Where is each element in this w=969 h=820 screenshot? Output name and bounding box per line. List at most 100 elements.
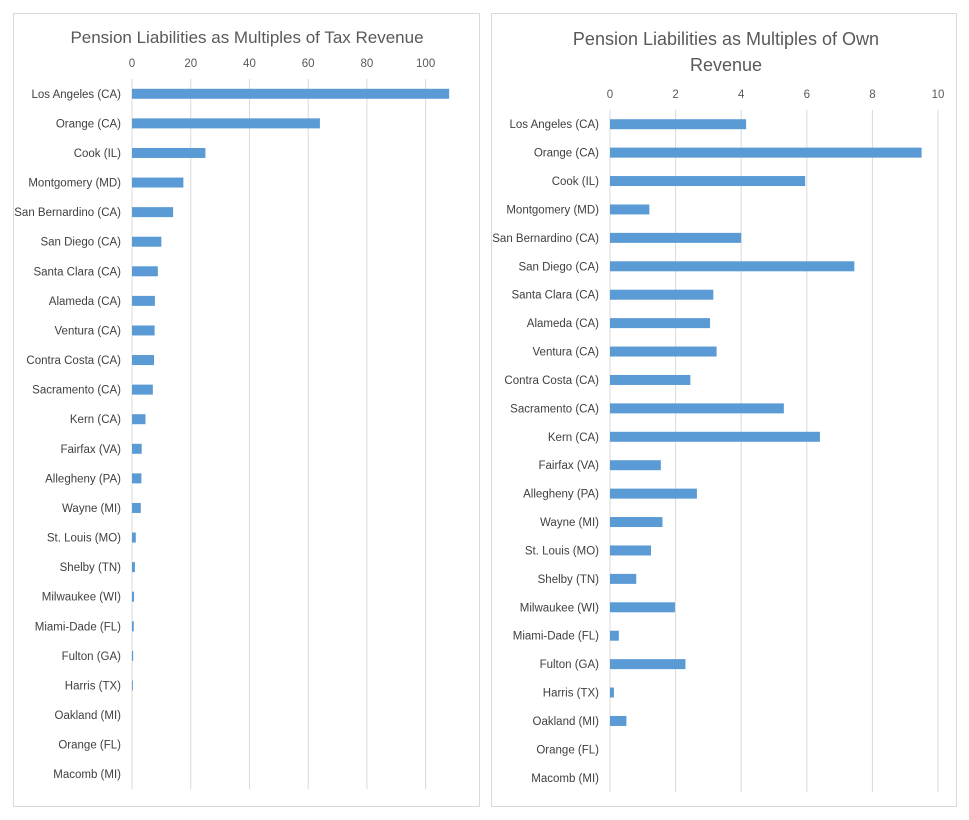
bar xyxy=(610,176,806,187)
category-label: Montgomery (MD) xyxy=(28,178,121,190)
bar xyxy=(132,414,146,425)
bar xyxy=(132,502,141,513)
bar xyxy=(132,680,133,691)
bar xyxy=(610,204,650,215)
category-label: Fulton (GA) xyxy=(540,659,600,671)
x-tick-label: 10 xyxy=(932,89,945,101)
x-tick-label: 8 xyxy=(869,89,875,101)
category-label: Milwaukee (WI) xyxy=(42,592,121,604)
bar xyxy=(132,325,155,336)
category-label: Harris (TX) xyxy=(543,688,599,700)
bar xyxy=(610,659,686,670)
category-label: Contra Costa (CA) xyxy=(504,375,599,387)
bar xyxy=(610,602,675,613)
bar xyxy=(610,630,619,641)
category-label: San Diego (CA) xyxy=(518,261,599,273)
category-label: Orange (CA) xyxy=(534,148,599,160)
category-label: Montgomery (MD) xyxy=(506,204,599,216)
bar xyxy=(132,295,155,306)
bar xyxy=(132,443,142,454)
bar xyxy=(610,460,661,471)
category-label: Alameda (CA) xyxy=(49,296,121,308)
bar xyxy=(132,88,450,99)
category-label: Contra Costa (CA) xyxy=(26,355,121,367)
category-label: Allegheny (PA) xyxy=(523,489,599,501)
bar xyxy=(610,232,742,243)
bar xyxy=(610,403,784,414)
category-label: Cook (IL) xyxy=(74,148,121,160)
chart-panel-tax-revenue: Pension Liabilities as Multiples of Tax … xyxy=(13,13,480,807)
bar xyxy=(132,355,155,366)
category-label: Santa Clara (CA) xyxy=(511,290,599,302)
category-label: Harris (TX) xyxy=(65,680,121,692)
category-label: Kern (CA) xyxy=(548,432,599,444)
category-label: Ventura (CA) xyxy=(533,347,600,359)
bar xyxy=(610,374,691,385)
bar xyxy=(132,473,142,484)
bar xyxy=(132,118,320,129)
category-label: Miami-Dade (FL) xyxy=(35,621,121,633)
bar xyxy=(132,650,134,661)
category-label: St. Louis (MO) xyxy=(525,545,599,557)
bar xyxy=(610,289,714,300)
bar xyxy=(610,573,637,584)
bar xyxy=(132,207,174,218)
category-label: Cook (IL) xyxy=(552,176,599,188)
bar xyxy=(132,562,135,573)
bar xyxy=(610,318,711,329)
category-label: Orange (FL) xyxy=(58,740,121,752)
x-tick-label: 40 xyxy=(243,58,256,70)
category-label: Wayne (MI) xyxy=(62,503,121,515)
category-label: Orange (FL) xyxy=(536,744,599,756)
chart-title: Pension Liabilities as Multiples of Tax … xyxy=(70,28,423,47)
category-label: Shelby (TN) xyxy=(60,562,122,574)
category-label: Allegheny (PA) xyxy=(45,473,121,485)
category-label: Miami-Dade (FL) xyxy=(513,631,599,643)
category-label: Oakland (MI) xyxy=(533,716,600,728)
category-label: Sacramento (CA) xyxy=(510,403,599,415)
bar xyxy=(610,488,697,499)
category-label: Los Angeles (CA) xyxy=(510,119,600,131)
bar xyxy=(132,236,162,247)
x-tick-label: 100 xyxy=(416,58,435,70)
bar xyxy=(132,591,135,602)
x-tick-label: 4 xyxy=(738,89,745,101)
bar xyxy=(132,147,206,158)
bar xyxy=(610,517,663,528)
category-label: Milwaukee (WI) xyxy=(520,602,599,614)
bar xyxy=(610,715,627,726)
category-label: St. Louis (MO) xyxy=(47,533,121,545)
x-tick-label: 80 xyxy=(361,58,374,70)
bar xyxy=(610,147,922,158)
bar xyxy=(132,384,153,395)
category-label: Sacramento (CA) xyxy=(32,385,121,397)
x-tick-label: 0 xyxy=(129,58,135,70)
category-label: San Bernardino (CA) xyxy=(492,233,599,245)
category-label: Santa Clara (CA) xyxy=(33,266,121,278)
bar xyxy=(132,621,134,632)
x-tick-label: 2 xyxy=(672,89,678,101)
category-label: Macomb (MI) xyxy=(531,773,599,785)
chart-panel-own-revenue: Pension Liabilities as Multiples of Own R… xyxy=(491,13,957,807)
bar xyxy=(610,261,855,272)
category-label: Alameda (CA) xyxy=(527,318,599,330)
category-label: Los Angeles (CA) xyxy=(32,89,122,101)
chart-tax-revenue: Pension Liabilities as Multiples of Tax … xyxy=(14,28,450,789)
category-label: Fulton (GA) xyxy=(62,651,122,663)
category-label: Kern (CA) xyxy=(70,414,121,426)
category-label: Oakland (MI) xyxy=(55,710,122,722)
chart-title: Pension Liabilities as Multiples of Own xyxy=(573,29,879,49)
category-label: Wayne (MI) xyxy=(540,517,599,529)
x-tick-label: 60 xyxy=(302,58,315,70)
bar xyxy=(610,346,717,357)
category-label: San Diego (CA) xyxy=(40,237,121,249)
category-label: San Bernardino (CA) xyxy=(14,207,121,219)
bar xyxy=(132,266,158,277)
category-label: Macomb (MI) xyxy=(53,769,121,781)
category-label: Fairfax (VA) xyxy=(539,460,600,472)
chart-own-revenue: Pension Liabilities as Multiples of Own R… xyxy=(492,29,945,792)
x-tick-label: 6 xyxy=(804,89,810,101)
category-label: Ventura (CA) xyxy=(55,325,122,337)
bar xyxy=(132,177,184,188)
bar xyxy=(610,431,820,442)
